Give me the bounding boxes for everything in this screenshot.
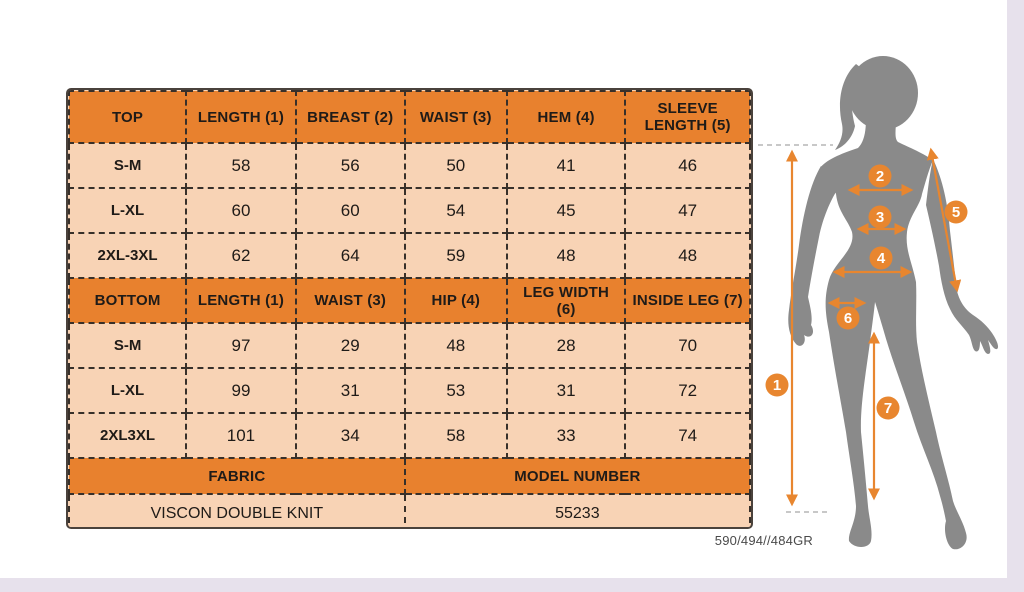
marker-2: 2 [868, 164, 892, 188]
size-value: 58 [185, 142, 297, 189]
size-value: 101 [185, 412, 297, 459]
size-value: 48 [505, 232, 627, 279]
column-header: HEM (4) [505, 90, 627, 144]
size-value: 31 [294, 367, 406, 414]
arrow-sleeve [926, 147, 962, 293]
left-arm-shape [788, 166, 836, 346]
fabric-value: VISCON DOUBLE KNIT [68, 493, 406, 527]
size-value: 46 [624, 142, 751, 189]
marker-5-label: 5 [952, 204, 960, 221]
marker-7: 7 [876, 396, 900, 420]
column-header: WAIST (3) [403, 90, 508, 144]
table-row: L-XL 60 60 54 45 47 [68, 187, 751, 234]
column-header: INSIDE LEG (7) [624, 277, 751, 324]
model-number-header: MODEL NUMBER [403, 457, 751, 495]
size-value: 99 [185, 367, 297, 414]
size-label: L-XL [68, 367, 188, 414]
size-value: 54 [403, 187, 508, 234]
size-value: 64 [294, 232, 406, 279]
size-value: 60 [294, 187, 406, 234]
size-label: 2XL3XL [68, 412, 188, 459]
size-value: 50 [403, 142, 508, 189]
size-value: 53 [403, 367, 508, 414]
table-row: S-M 97 29 48 28 70 [68, 322, 751, 369]
hair-shape [835, 64, 860, 150]
style-code-caption: 590/494//484GR [714, 533, 813, 548]
measurement-figure: 1 2 3 4 5 [752, 25, 1016, 565]
size-value: 60 [185, 187, 297, 234]
column-header: HIP (4) [403, 277, 508, 324]
marker-4: 4 [869, 246, 893, 270]
marker-7-label: 7 [884, 400, 892, 417]
right-arm-shape [926, 159, 999, 354]
size-value: 48 [624, 232, 751, 279]
size-value: 72 [624, 367, 751, 414]
table-row: 2XL3XL 101 34 58 33 74 [68, 412, 751, 459]
size-chart-table: TOP LENGTH (1) BREAST (2) WAIST (3) HEM … [66, 88, 753, 529]
marker-2-label: 2 [876, 168, 884, 185]
size-value: 45 [505, 187, 627, 234]
size-value: 97 [185, 322, 297, 369]
size-label: L-XL [68, 187, 188, 234]
marker-3: 3 [868, 205, 892, 229]
size-value: 70 [624, 322, 751, 369]
marker-1: 1 [765, 373, 789, 397]
footer-header-row: FABRIC MODEL NUMBER [68, 457, 751, 495]
model-number-value: 55233 [403, 493, 751, 527]
document-page: TOP LENGTH (1) BREAST (2) WAIST (3) HEM … [0, 0, 1007, 578]
column-header: LENGTH (1) [185, 90, 297, 144]
marker-6-label: 6 [844, 310, 852, 327]
marker-3-label: 3 [876, 209, 884, 226]
size-value: 74 [624, 412, 751, 459]
fabric-header: FABRIC [68, 457, 406, 495]
column-header: BREAST (2) [294, 90, 406, 144]
column-header: LEG WIDTH (6) [505, 277, 627, 324]
measurement-arrows [785, 147, 962, 507]
marker-6: 6 [836, 306, 860, 330]
size-value: 59 [403, 232, 508, 279]
table-row: S-M 58 56 50 41 46 [68, 142, 751, 189]
footer-value-row: VISCON DOUBLE KNIT 55233 [68, 493, 751, 527]
size-label: S-M [68, 322, 188, 369]
marker-4-label: 4 [877, 250, 886, 267]
body-shape [820, 115, 967, 550]
size-value: 58 [403, 412, 508, 459]
column-header: LENGTH (1) [185, 277, 297, 324]
marker-1-label: 1 [773, 377, 781, 394]
top-header-row: TOP LENGTH (1) BREAST (2) WAIST (3) HEM … [68, 90, 751, 144]
marker-5: 5 [944, 200, 968, 224]
size-value: 48 [403, 322, 508, 369]
bottom-header-row: BOTTOM LENGTH (1) WAIST (3) HIP (4) LEG … [68, 277, 751, 324]
size-label: S-M [68, 142, 188, 189]
size-value: 28 [505, 322, 627, 369]
size-value: 29 [294, 322, 406, 369]
size-value: 33 [505, 412, 627, 459]
size-value: 47 [624, 187, 751, 234]
size-value: 62 [185, 232, 297, 279]
size-value: 56 [294, 142, 406, 189]
table-row: 2XL-3XL 62 64 59 48 48 [68, 232, 751, 279]
column-header: WAIST (3) [294, 277, 406, 324]
size-label: 2XL-3XL [68, 232, 188, 279]
marker-badges: 1 2 3 4 5 [765, 164, 968, 420]
woman-silhouette [788, 56, 999, 550]
size-value: 31 [505, 367, 627, 414]
column-header: TOP [68, 90, 188, 144]
size-value: 34 [294, 412, 406, 459]
column-header: BOTTOM [68, 277, 188, 324]
table-row: L-XL 99 31 53 31 72 [68, 367, 751, 414]
column-header: SLEEVE LENGTH (5) [624, 90, 751, 144]
size-value: 41 [505, 142, 627, 189]
